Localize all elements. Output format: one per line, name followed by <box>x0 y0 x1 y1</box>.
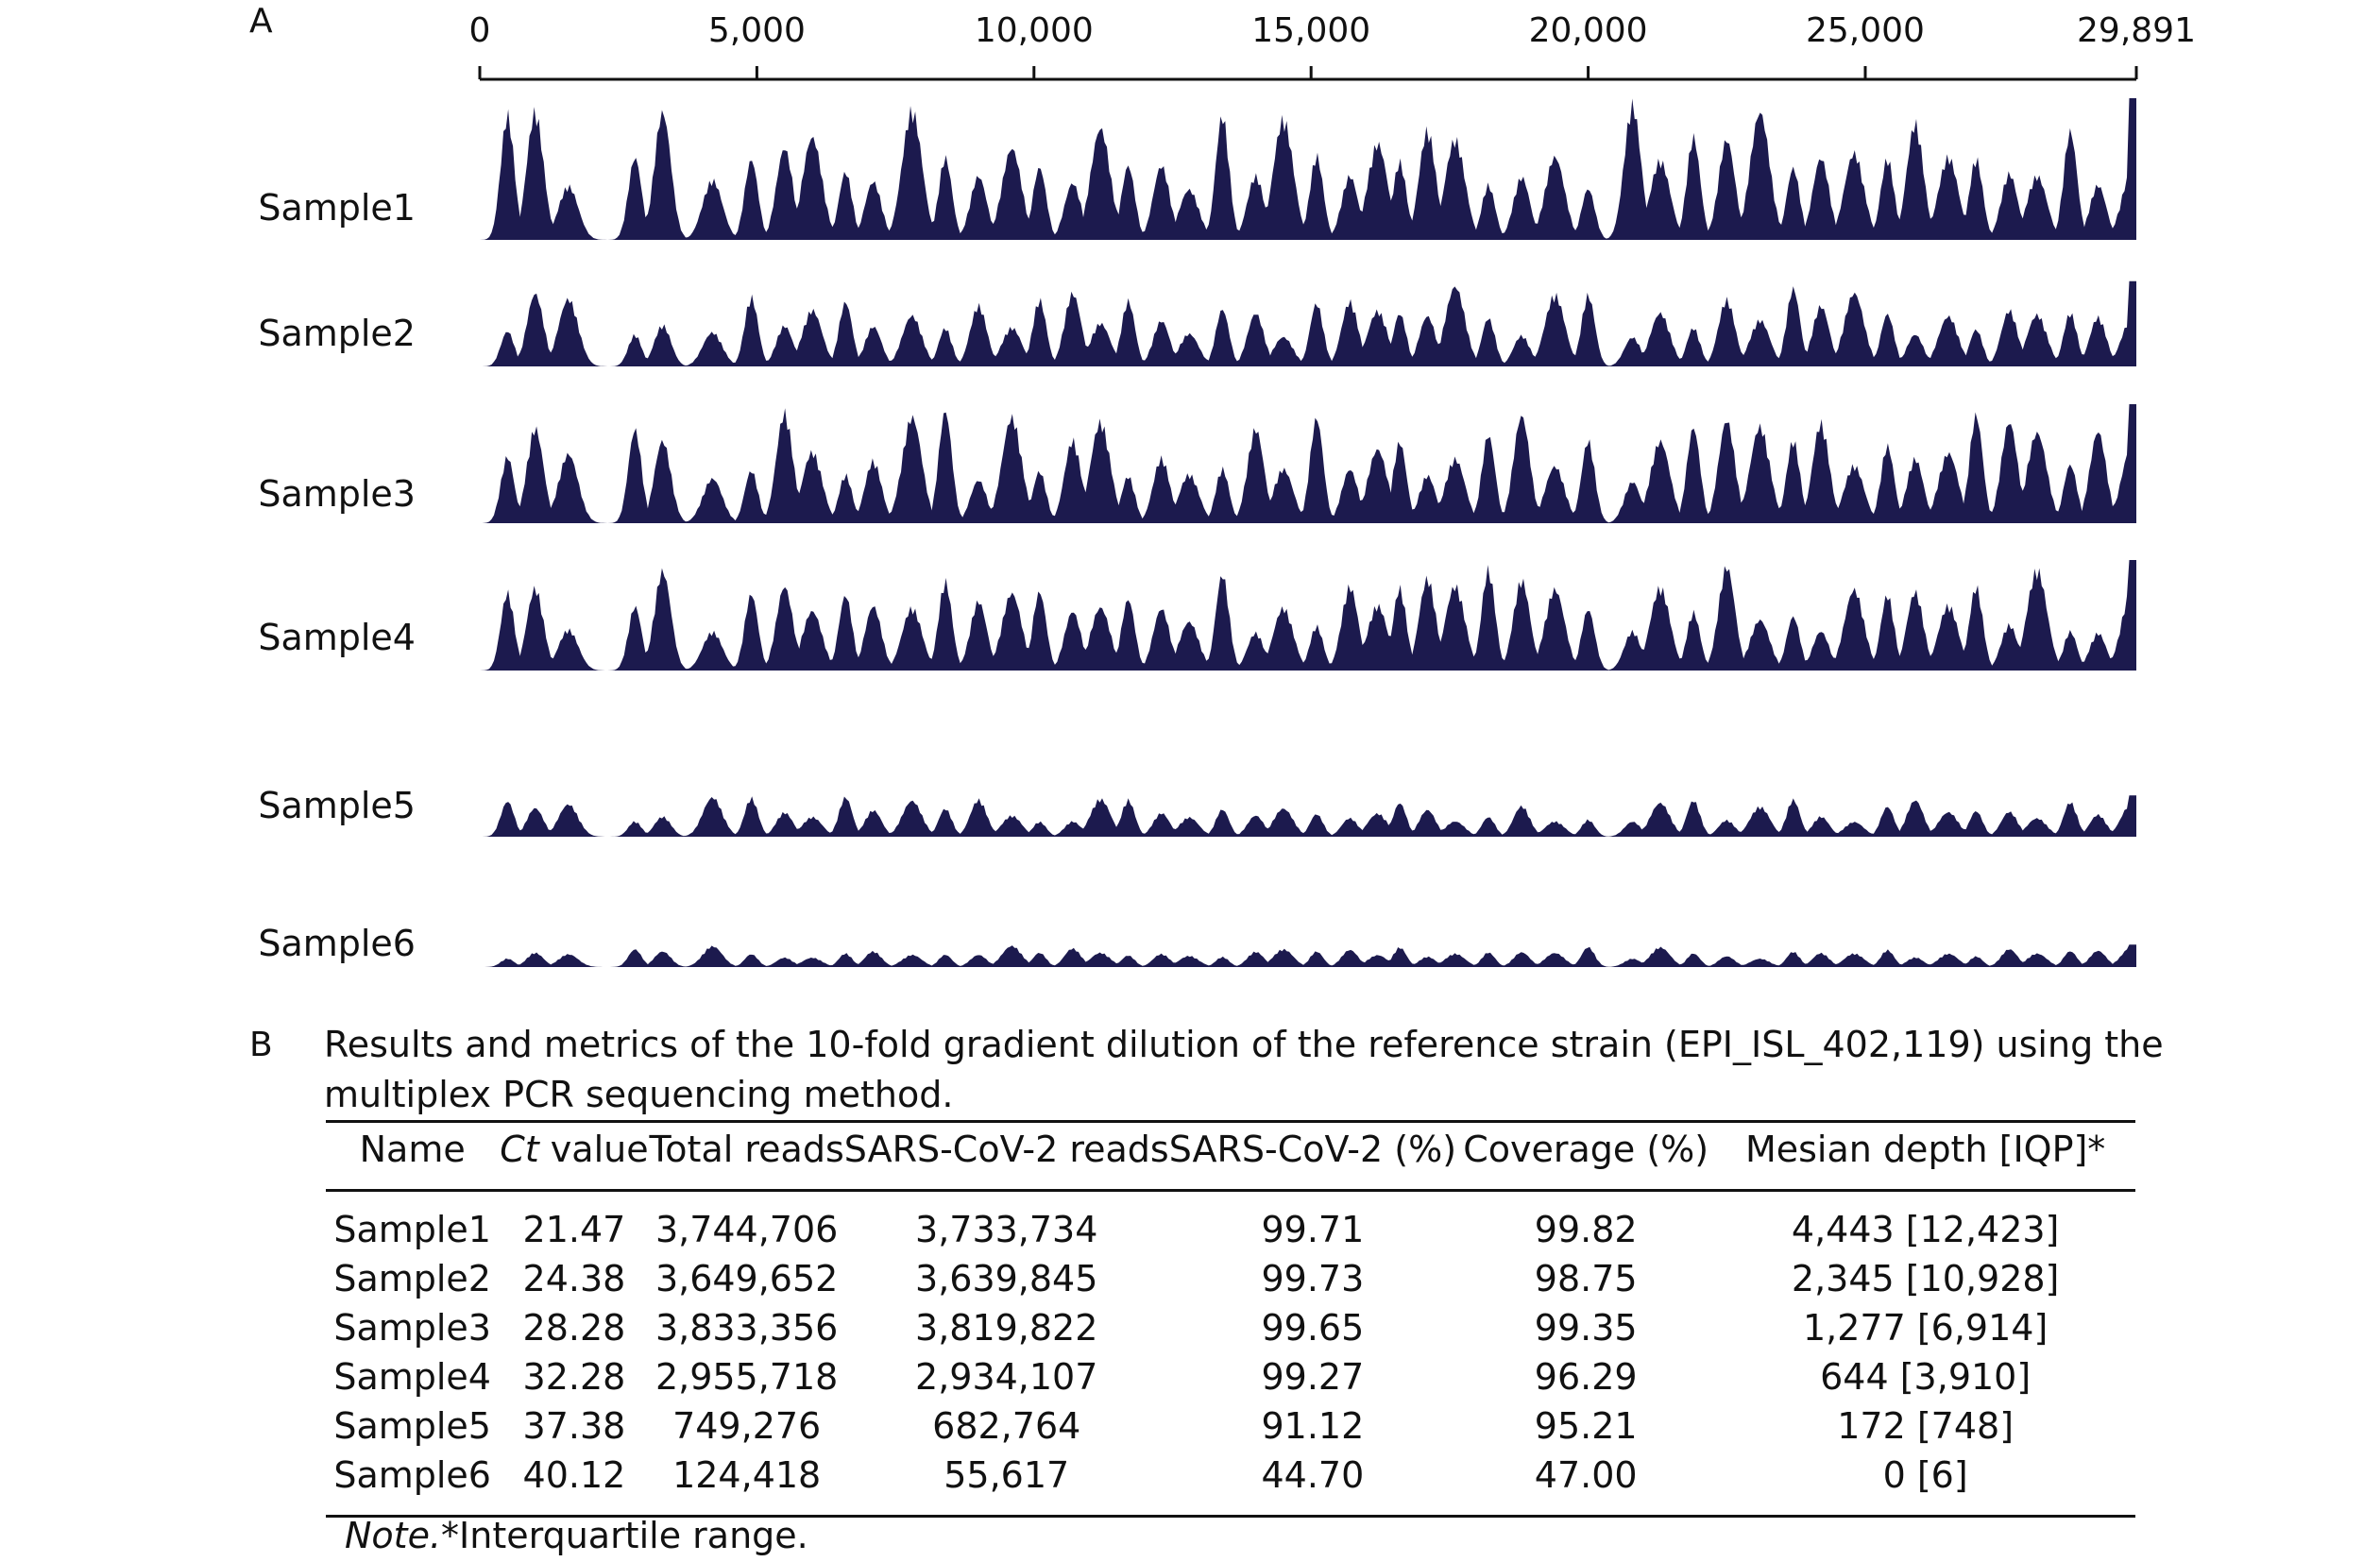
table-row: Sample1 21.47 3,744,706 3,733,734 99.71 99.82… <box>326 1191 2135 1255</box>
table-header-row: Name Ct value Total reads SARS-CoV-2 rea… <box>326 1120 2135 1192</box>
table-cell: 32.28 <box>522 1356 626 1398</box>
table-cell: 24.38 <box>522 1258 626 1299</box>
x-axis: 0 5,000 10,000 15,000 20,000 25,000 29,891 <box>469 11 2196 81</box>
track-label: Sample2 <box>258 313 416 354</box>
coverage-tracks: Sample1 Sample2 Sample3 Sample4 Sample5 Sampl… <box>258 98 2136 967</box>
table-cell: Sample4 <box>333 1356 491 1398</box>
table-cell: Sample6 <box>333 1454 491 1496</box>
x-tick-label: 20,000 <box>1529 11 1648 50</box>
table-cell: 644 [3,910] <box>1820 1356 2032 1398</box>
col-header-total-reads: Total reads <box>649 1120 844 1192</box>
col-header-sars-pct: SARS-CoV-2 (%) <box>1168 1120 1457 1192</box>
table-caption: Results and metrics of the 10-fold gradi… <box>324 1024 2164 1115</box>
x-tick-label: 0 <box>469 11 491 50</box>
coverage-track-sample3 <box>480 404 2136 523</box>
table-cell: Sample5 <box>333 1405 491 1447</box>
table-cell: 99.73 <box>1261 1258 1365 1299</box>
coverage-track-sample6 <box>480 944 2136 967</box>
table-cell: 3,819,822 <box>915 1307 1098 1349</box>
col-header-depth: Mesian depth [IQP]* <box>1715 1120 2135 1192</box>
track-label: Sample4 <box>258 617 416 658</box>
table-cell: 55,617 <box>944 1454 1070 1496</box>
table-cell: 96.29 <box>1534 1356 1638 1398</box>
table-cell: 124,418 <box>672 1454 822 1496</box>
table-cell: 47.00 <box>1534 1454 1638 1496</box>
track-label: Sample3 <box>258 473 416 515</box>
table-cell: Sample3 <box>333 1307 491 1349</box>
table-cell: 2,345 [10,928] <box>1791 1258 2060 1299</box>
table-cell: 3,744,706 <box>654 1209 839 1250</box>
table-cell: 0 [6] <box>1882 1454 1968 1496</box>
table-cell: 37.38 <box>522 1405 626 1447</box>
table-row: Sample6 40.12 124,418 55,617 44.70 47.00 0 [6] <box>326 1451 2135 1517</box>
track-label: Sample5 <box>258 785 416 826</box>
table-cell: 44.70 <box>1261 1454 1365 1496</box>
col-header-sars-reads: SARS-CoV-2 reads <box>843 1120 1169 1192</box>
table-cell: 3,833,356 <box>654 1307 839 1349</box>
table-cell: 21.47 <box>522 1209 626 1250</box>
x-tick-label: 29,891 <box>2077 11 2196 50</box>
table-cell: 749,276 <box>672 1405 822 1447</box>
x-tick-label: 10,000 <box>975 11 1094 50</box>
col-header-ct: Ct value <box>499 1120 650 1192</box>
table-cell: 2,955,718 <box>654 1356 839 1398</box>
table-cell: 99.71 <box>1261 1209 1365 1250</box>
table-cell: 3,639,845 <box>915 1258 1098 1299</box>
table-cell: 99.27 <box>1261 1356 1365 1398</box>
table-cell: 1,277 [6,914] <box>1802 1307 2048 1349</box>
track-label: Sample1 <box>258 187 416 229</box>
coverage-track-sample5 <box>480 795 2136 837</box>
panel-b-label: B <box>249 1026 273 1064</box>
coverage-track-sample1 <box>480 98 2136 240</box>
col-header-coverage: Coverage (%) <box>1456 1120 1716 1192</box>
coverage-track-sample4 <box>480 560 2136 671</box>
table-row: Sample4 32.28 2,955,718 2,934,107 99.27 96.29… <box>326 1352 2135 1401</box>
table-row: Sample3 28.28 3,833,356 3,819,822 99.65 99.35… <box>326 1303 2135 1352</box>
table-cell: 40.12 <box>522 1454 626 1496</box>
track-label: Sample6 <box>258 923 416 964</box>
col-header-name: Name <box>326 1120 500 1192</box>
x-tick-label: 25,000 <box>1806 11 1925 50</box>
table-cell: 99.82 <box>1534 1209 1638 1250</box>
x-tick-label: 15,000 <box>1251 11 1370 50</box>
table-row: Sample5 37.38 749,276 682,764 91.12 95.21 172 … <box>326 1401 2135 1451</box>
coverage-track-sample2 <box>480 280 2136 366</box>
table-note: Note.*Interquartile range. <box>345 1515 808 1556</box>
table-cell: 3,733,734 <box>915 1209 1098 1250</box>
table-cell: 99.35 <box>1534 1307 1638 1349</box>
table-cell: 98.75 <box>1534 1258 1638 1299</box>
table-cell: Sample2 <box>333 1258 491 1299</box>
table-cell: 172 [748] <box>1837 1405 2014 1447</box>
x-tick-label: 5,000 <box>708 11 806 50</box>
table-row: Sample2 24.38 3,649,652 3,639,845 99.73 98.75… <box>326 1254 2135 1303</box>
panel-a-label: A <box>249 2 273 41</box>
table-cell: 91.12 <box>1261 1405 1365 1447</box>
table-cell: Sample1 <box>333 1209 491 1250</box>
table-cell: 99.65 <box>1261 1307 1365 1349</box>
table-cell: 3,649,652 <box>654 1258 839 1299</box>
table-cell: 95.21 <box>1534 1405 1638 1447</box>
table-cell: 4,443 [12,423] <box>1791 1209 2060 1250</box>
table-cell: 682,764 <box>932 1405 1081 1447</box>
table-cell: 28.28 <box>522 1307 626 1349</box>
results-table: Name Ct value Total reads SARS-CoV-2 rea… <box>326 1120 2135 1518</box>
table-cell: 2,934,107 <box>915 1356 1098 1398</box>
